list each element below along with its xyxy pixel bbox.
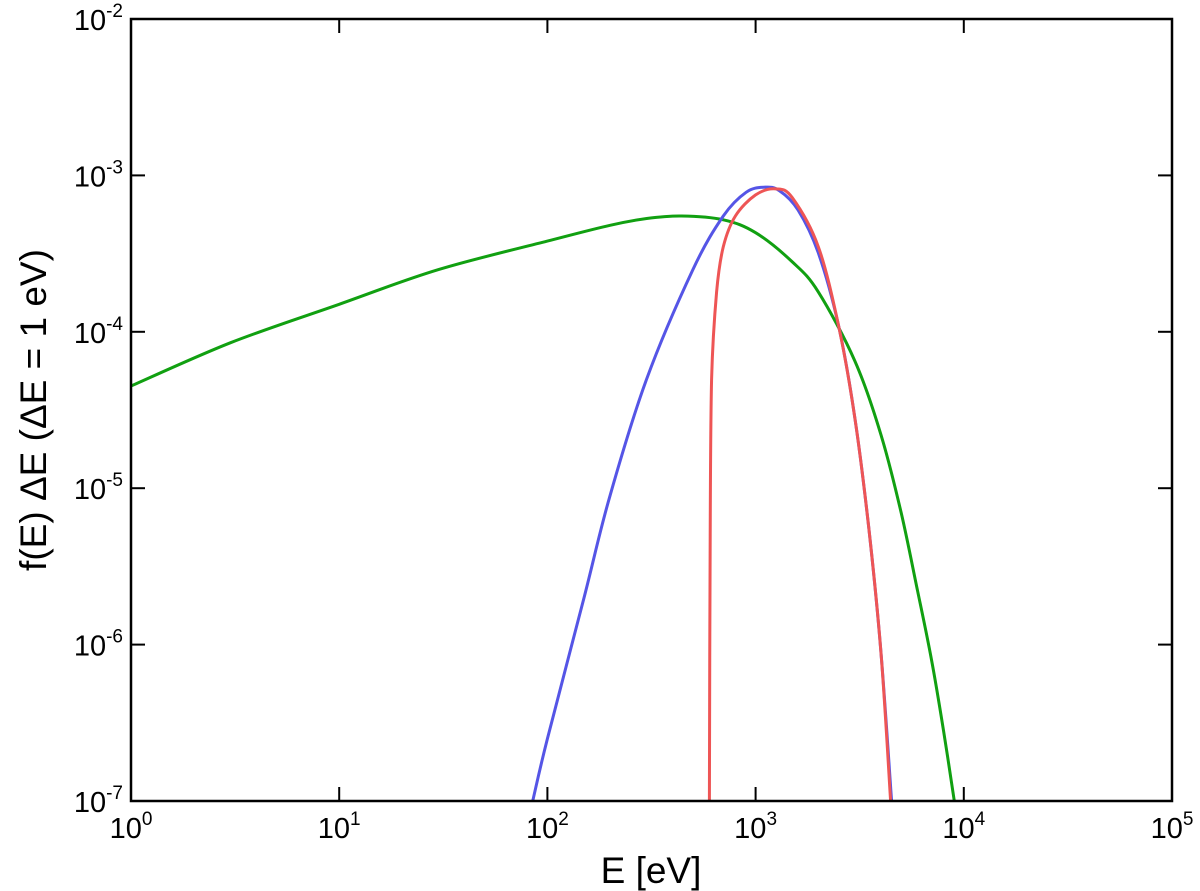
y-tick-label-5: 10-2 [74,1,123,37]
y-tick-label-4: 10-3 [74,157,123,193]
x-tick-label-2: 102 [526,809,569,845]
x-tick-label-5: 105 [1151,809,1194,845]
plot-frame [129,17,1174,803]
y-tick-label-0: 10-7 [74,783,123,819]
x-tick-label-4: 104 [942,809,985,845]
x-tick-label-1: 101 [318,809,361,845]
x-tick-labels: 100 101 102 103 104 105 [110,809,1194,845]
y-tick-label-1: 10-6 [74,627,123,663]
x-tick-label-0: 100 [110,809,153,845]
x-tick-label-3: 103 [734,809,777,845]
series-line-3 [707,187,893,801]
y-tick-label-3: 10-4 [74,314,124,350]
series-layer [131,185,956,801]
y-tick-labels: 10-7 10-6 10-5 10-4 10-3 10-2 [74,1,124,819]
y-axis-label: f(E) ΔE (ΔE = 1 eV) [13,249,54,571]
series-line-1 [131,214,956,801]
x-axis-label: E [eV] [601,850,702,891]
y-tick-label-2: 10-5 [74,470,123,506]
